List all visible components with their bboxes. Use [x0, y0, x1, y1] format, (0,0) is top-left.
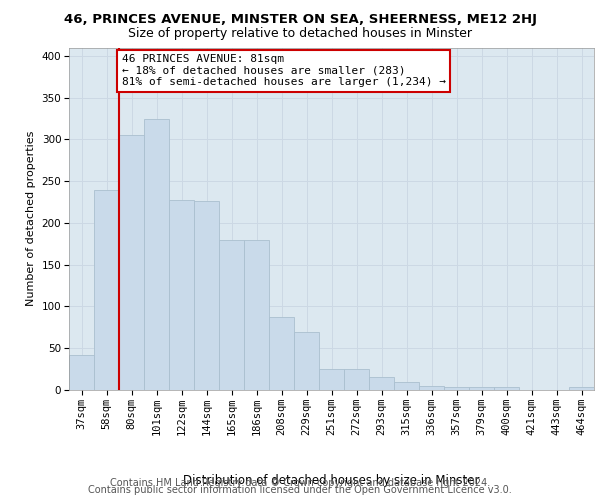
Text: Contains HM Land Registry data © Crown copyright and database right 2024.: Contains HM Land Registry data © Crown c…: [110, 478, 490, 488]
Bar: [344, 369, 369, 390]
Bar: [119, 135, 144, 390]
Bar: [169, 200, 194, 390]
Bar: [469, 388, 494, 390]
Bar: [194, 201, 219, 390]
Bar: [319, 369, 344, 390]
Text: Contains public sector information licensed under the Open Government Licence v3: Contains public sector information licen…: [88, 485, 512, 495]
Bar: [569, 388, 594, 390]
Bar: [294, 332, 319, 390]
Bar: [494, 388, 519, 390]
Text: Size of property relative to detached houses in Minster: Size of property relative to detached ho…: [128, 28, 472, 40]
Bar: [394, 382, 419, 390]
Text: 46, PRINCES AVENUE, MINSTER ON SEA, SHEERNESS, ME12 2HJ: 46, PRINCES AVENUE, MINSTER ON SEA, SHEE…: [64, 12, 536, 26]
X-axis label: Distribution of detached houses by size in Minster: Distribution of detached houses by size …: [183, 474, 480, 487]
Bar: [369, 378, 394, 390]
Bar: [444, 386, 469, 390]
Y-axis label: Number of detached properties: Number of detached properties: [26, 131, 36, 306]
Bar: [144, 118, 169, 390]
Bar: [419, 386, 444, 390]
Bar: [94, 190, 119, 390]
Bar: [219, 240, 244, 390]
Bar: [69, 355, 94, 390]
Bar: [244, 240, 269, 390]
Text: 46 PRINCES AVENUE: 81sqm
← 18% of detached houses are smaller (283)
81% of semi-: 46 PRINCES AVENUE: 81sqm ← 18% of detach…: [121, 54, 445, 88]
Bar: [269, 318, 294, 390]
